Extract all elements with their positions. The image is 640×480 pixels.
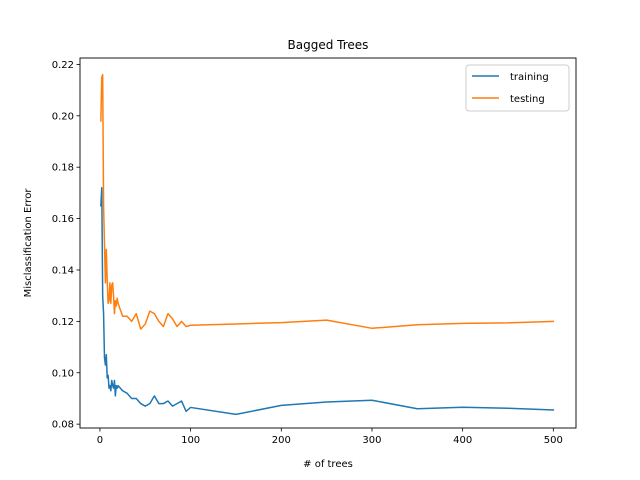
x-tick-label: 0 [97,435,103,446]
series-line-testing [100,73,555,330]
x-tick-label: 500 [544,435,563,446]
plot-area [100,73,555,416]
y-tick-label: 0.12 [52,317,74,328]
chart-title: Bagged Trees [288,38,369,52]
x-tick-label: 400 [453,435,472,446]
x-tick-label: 200 [272,435,291,446]
axes-frame [79,57,577,429]
legend: training testing [465,64,570,112]
y-tick-label: 0.22 [52,60,74,71]
y-tick-label: 0.14 [52,265,74,276]
x-tick-label: 100 [181,435,200,446]
y-tick-label: 0.16 [52,214,74,225]
series-line-training [100,187,555,416]
y-tick-label: 0.18 [52,163,74,174]
y-axis-label: Misclassification Error [23,188,34,298]
y-tick-label: 0.08 [52,420,74,431]
x-tick-label: 300 [362,435,381,446]
y-tick-label: 0.20 [52,111,74,122]
x-axis-label: # of trees [303,459,353,470]
legend-label-training: training [510,72,549,83]
legend-label-testing: testing [510,94,545,105]
y-tick-label: 0.10 [52,368,74,379]
